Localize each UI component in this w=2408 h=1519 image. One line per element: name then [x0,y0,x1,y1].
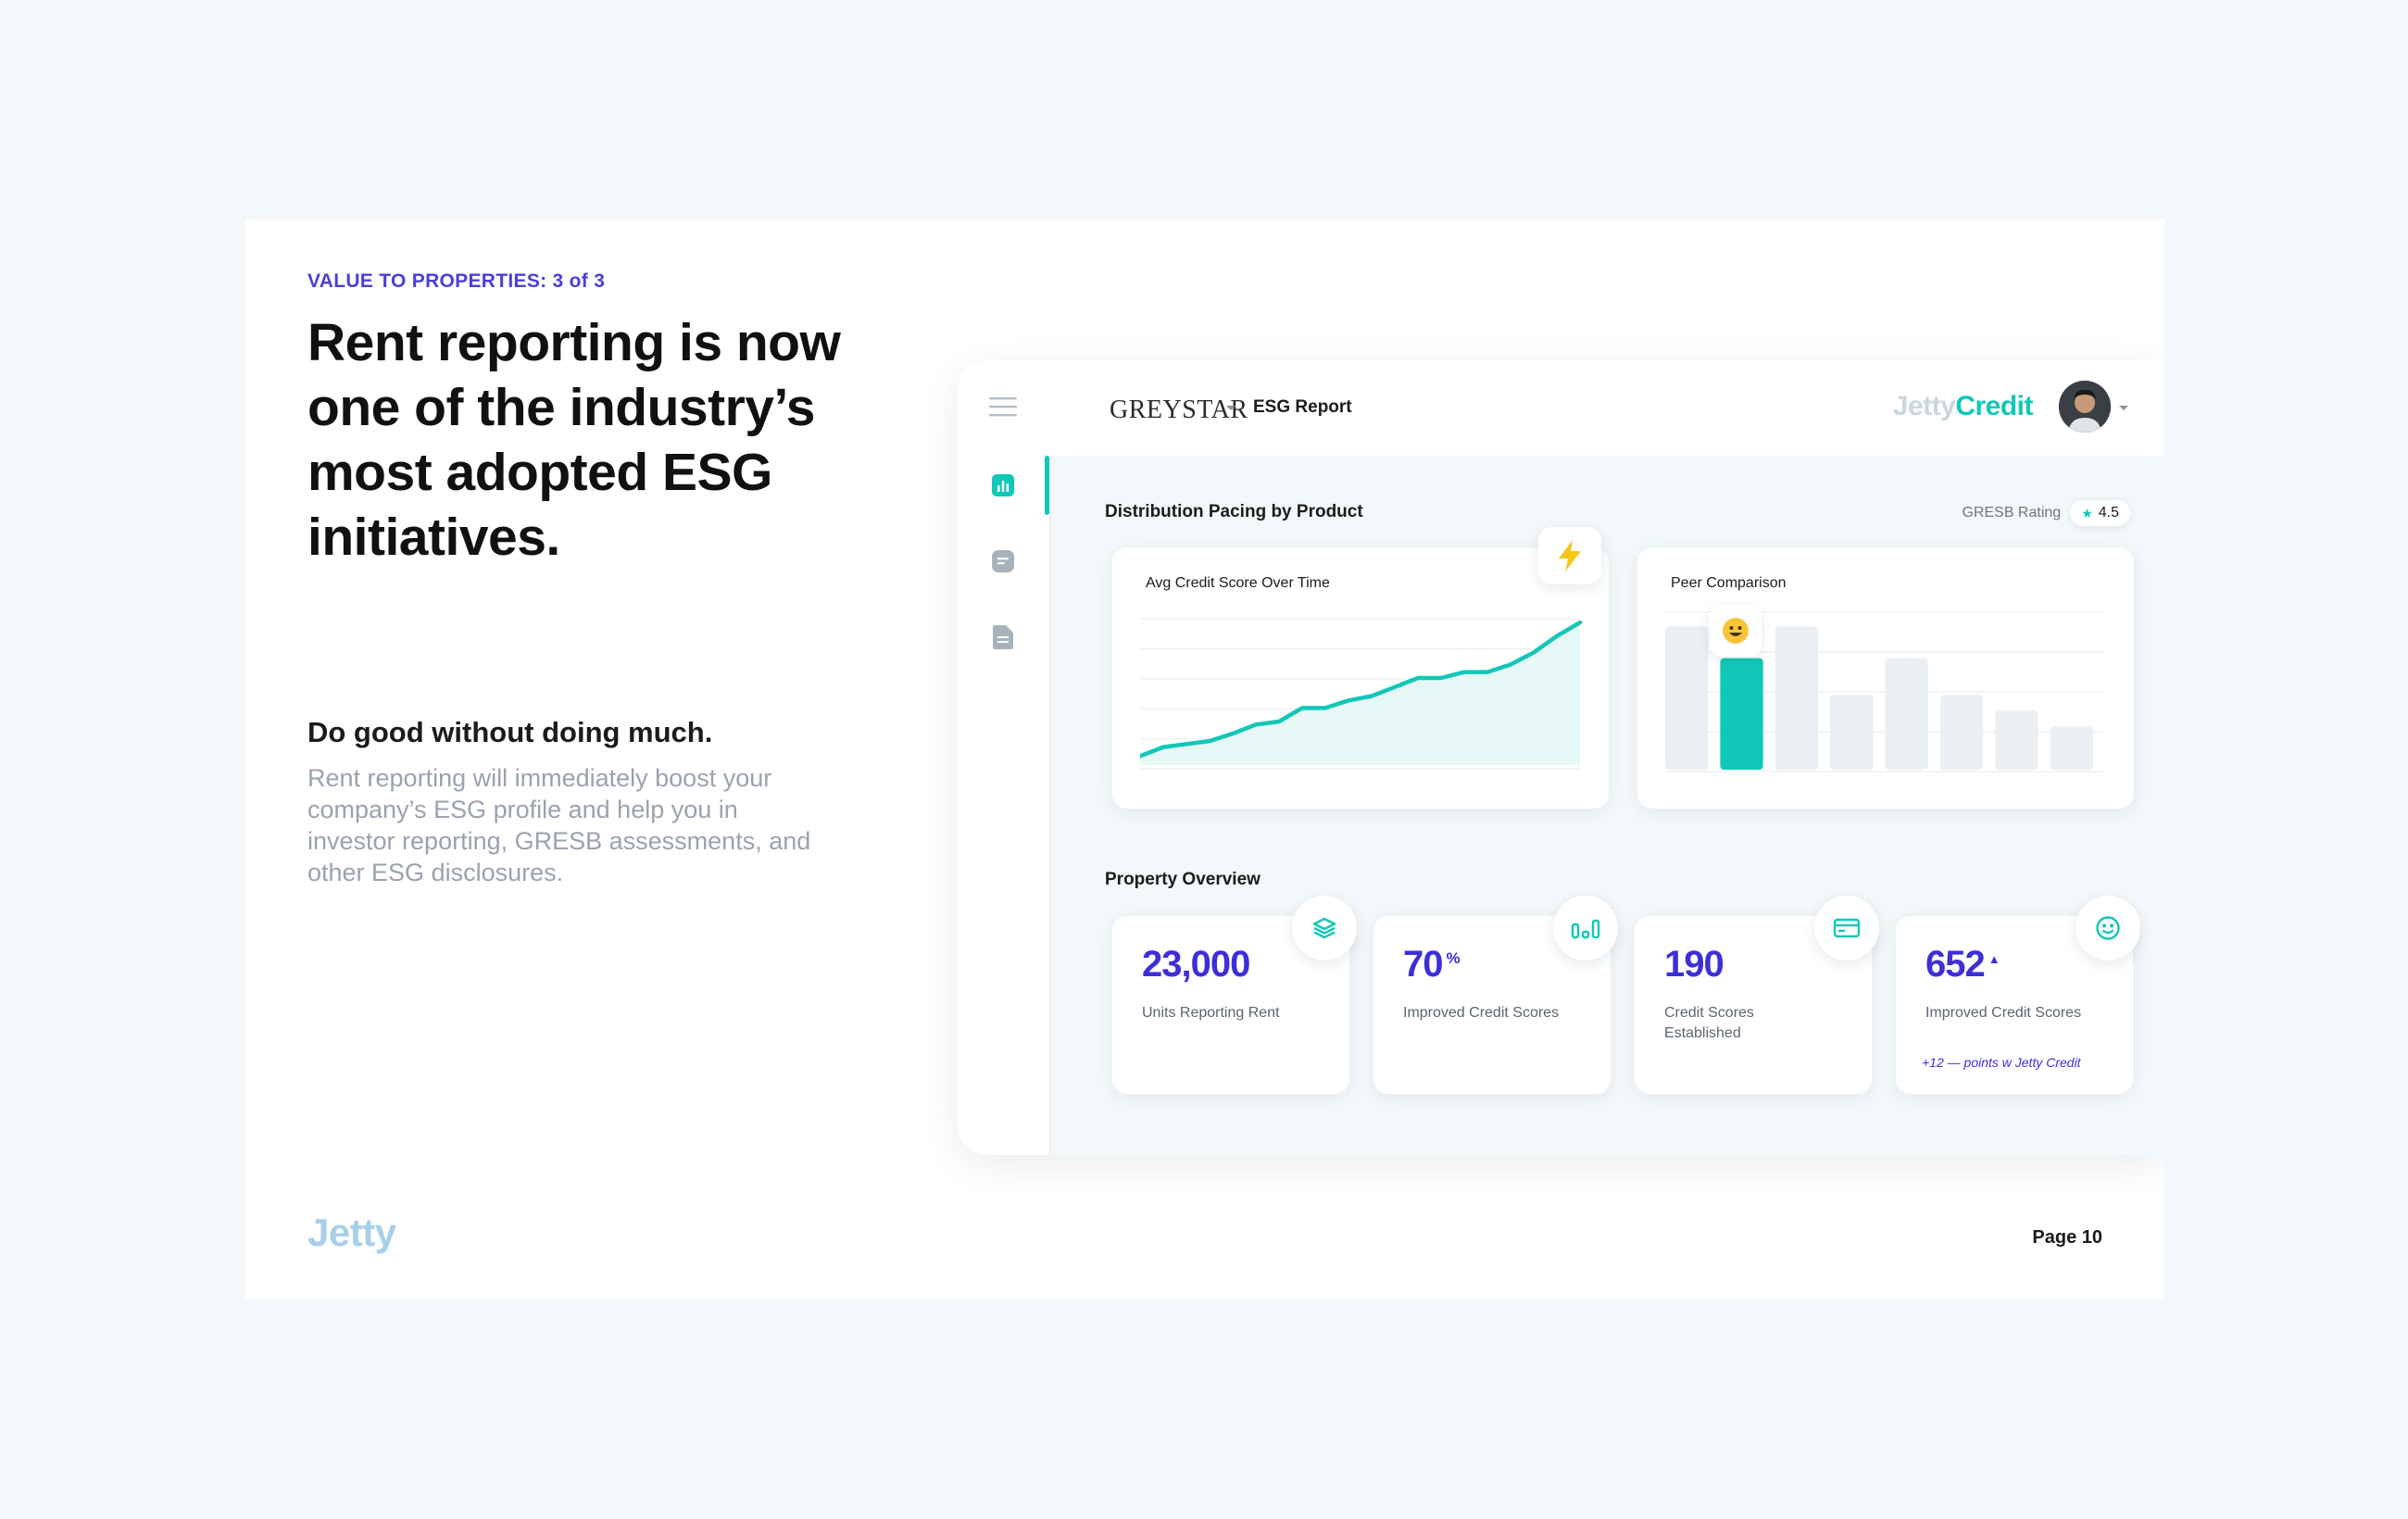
lightning-icon [1538,527,1601,584]
bar [1995,710,2038,770]
subhead: Do good without doing much. [307,716,713,748]
bar [1720,658,1763,770]
series-line [1140,620,1583,759]
headline: Rent reporting is now one of the industr… [307,313,841,567]
bar [2050,726,2093,770]
bar [1830,695,1874,770]
jetty-credit-logo: JettyCredit [1892,391,2034,422]
stat-label: Units Reporting Rent [1142,1005,1280,1021]
report-title: ESG Report [1253,397,1352,417]
stat-card: 23,000 Units Reporting Rent [1112,896,1357,1094]
layers-icon[interactable] [1292,896,1357,960]
bar-chart [1665,611,2105,772]
stat-card: 70% Improved Credit Scores [1373,896,1618,1094]
slide: VALUE TO PROPERTIES: 3 of 3 Rent reporti… [245,220,2164,1299]
stat-label: Improved Credit Scores [1403,1005,1560,1021]
eyebrow: VALUE TO PROPERTIES: 3 of 3 [307,270,606,292]
jetty-credit-logo-part2: Credit [1955,391,2033,421]
line-chart [1140,618,1583,770]
menu-icon[interactable] [985,388,1022,425]
stat-number: 23,000 [1142,944,1250,985]
brand-name[interactable]: GREYSTAR [1110,395,1248,424]
bar [1775,626,1819,770]
bar-chart-title: Peer Comparison [1671,575,1787,591]
stat-number: 70 [1403,944,1443,985]
bar [1885,658,1928,770]
bar [1939,695,1984,770]
jetty-credit-logo-part1: Jetty [1892,391,1956,421]
stat-value: 652 ▲ [1925,944,2000,985]
stat-note: +12 — points w Jetty Credit [1922,1055,2081,1070]
gresb-label: GRESB Rating [1962,505,2062,521]
stat-card: 190 Credit Scores Established [1635,896,1879,1094]
stat-value: 190 [1664,944,1727,985]
star-icon: ★ [2081,505,2093,521]
chevron-down-icon[interactable] [2118,405,2129,412]
stat-label: Improved Credit Scores [1925,1005,2082,1021]
section-title-distribution: Distribution Pacing by Product [1105,502,1363,521]
stat-value: 70% [1403,944,1461,985]
stat-sup: ▲ [1988,951,2000,966]
bar-chart-card: Peer Comparison [1637,547,2134,809]
area-fill [1140,622,1580,765]
stat-number: 652 [1925,944,1986,985]
bar-chart-icon[interactable] [1553,896,1618,960]
section-title-property: Property Overview [1105,870,1260,889]
document-icon[interactable] [985,619,1022,656]
gresb-rating: GRESB Rating ★ 4.5 [1962,499,2130,527]
avatar[interactable] [2059,381,2111,433]
line-chart-card: Avg Credit Score Over Time [1112,547,1609,809]
stat-value: 23,000 [1142,944,1253,985]
bar [1665,626,1709,770]
dashboard: GREYSTAR ESG Report JettyCredit Distribu… [957,360,2164,1155]
gresb-value: 4.5 [2098,505,2119,521]
jetty-logo: Jetty [307,1211,396,1254]
stat-number: 190 [1664,944,1724,985]
stat-label: Credit Scores Established [1664,1005,1754,1041]
message-icon[interactable] [985,543,1022,580]
rail-active-indicator [1045,456,1049,515]
stat-card: 652 ▲ Improved Credit Scores +12 — points… [1896,896,2140,1094]
page-number: Page 10 [2032,1227,2102,1248]
gresb-badge: ★ 4.5 [2070,500,2130,526]
body-text: Rent reporting will immediately boost yo… [307,764,811,886]
side-rail [957,360,1051,1155]
line-chart-title: Avg Credit Score Over Time [1146,575,1330,591]
chart-icon[interactable] [985,467,1022,504]
credit-card-icon[interactable] [1814,896,1879,960]
chevron-down-icon[interactable] [1225,405,1236,412]
stat-sup: % [1446,948,1461,967]
smile-icon[interactable] [2076,896,2140,960]
smiley-emoji-icon [1710,605,1762,657]
top-bar: GREYSTAR ESG Report JettyCredit [1049,360,2164,456]
